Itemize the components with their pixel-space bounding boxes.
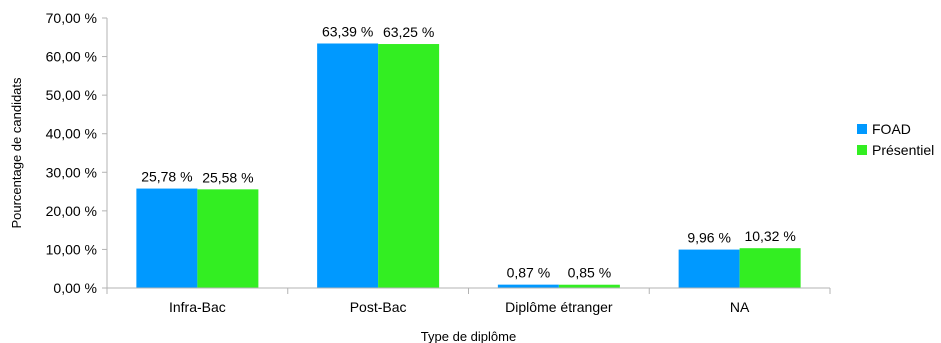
bar-présentiel — [197, 189, 259, 288]
y-tick-label: 30,00 % — [46, 164, 97, 180]
data-label: 0,87 % — [507, 265, 551, 281]
y-axis-title: Pourcentage de candidats — [9, 77, 24, 229]
legend-label: Présentiel — [872, 142, 934, 158]
y-tick-label: 20,00 % — [46, 203, 97, 219]
bar-foad — [317, 43, 379, 289]
data-label: 63,39 % — [322, 23, 373, 39]
y-tick-label: 10,00 % — [46, 241, 97, 257]
bar-foad — [497, 284, 559, 288]
bar-foad — [136, 188, 198, 288]
bars-group: 25,78 % 25,58 % 63,39 % 63,25 % 0,87 % 0,85 %… — [136, 23, 801, 289]
legend-swatch — [857, 145, 867, 155]
legend: FOAD Présentiel — [857, 121, 934, 158]
data-label: 10,32 % — [744, 228, 795, 244]
y-tick-label: 70,00 % — [46, 10, 97, 26]
bar-présentiel — [739, 248, 801, 288]
data-label: 63,25 % — [383, 24, 434, 40]
data-label: 0,85 % — [568, 265, 612, 281]
data-label: 25,58 % — [202, 169, 253, 185]
legend-label: FOAD — [872, 121, 911, 137]
y-tick-label: 60,00 % — [46, 49, 97, 65]
y-tick-label: 40,00 % — [46, 126, 97, 142]
bar-présentiel — [558, 284, 620, 288]
x-tick-label: Infra-Bac — [169, 299, 226, 315]
x-tick-label: Diplôme étranger — [505, 299, 613, 315]
y-tick-label: 50,00 % — [46, 87, 97, 103]
y-axis: 0,00 % 10,00 % 20,00 % 30,00 % 40,00 % 50,00 … — [46, 10, 108, 296]
y-tick-label: 0,00 % — [53, 280, 97, 296]
bar-présentiel — [378, 44, 440, 289]
data-label: 25,78 % — [141, 169, 192, 185]
x-axis: Infra-Bac Post-Bac Diplôme étranger NA — [106, 287, 831, 315]
x-axis-title: Type de diplôme — [421, 329, 516, 343]
bar-foad — [678, 249, 740, 288]
data-label: 9,96 % — [687, 230, 731, 246]
legend-swatch — [857, 124, 867, 134]
x-tick-label: Post-Bac — [350, 299, 407, 315]
x-tick-label: NA — [730, 299, 750, 315]
